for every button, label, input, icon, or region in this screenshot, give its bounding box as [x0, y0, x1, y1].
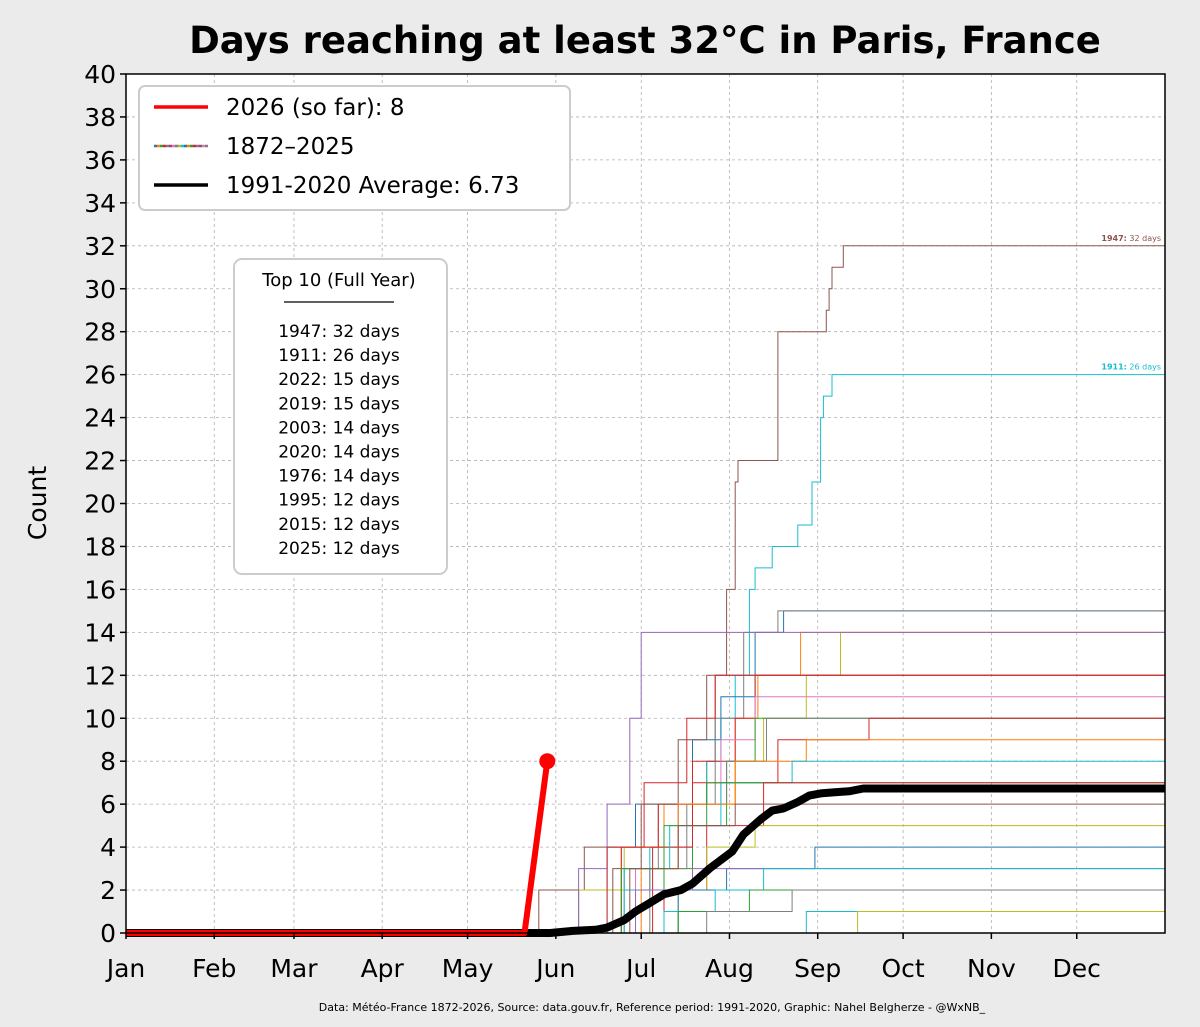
y-tick-label: 6 [100, 790, 116, 819]
top10-item: 1995: 12 days [278, 491, 400, 511]
legend-box [138, 85, 571, 211]
x-tick-label: Feb [192, 954, 236, 983]
x-tick-label: Mar [270, 954, 318, 983]
y-tick-label: 16 [84, 575, 116, 604]
x-tick-label: Oct [881, 954, 924, 983]
legend: 2026 (so far): 8 1872–2025 1991-2020 Ave… [138, 85, 571, 211]
x-tick-label: Apr [361, 954, 405, 983]
x-tick-label: Nov [967, 954, 1016, 983]
end-label-year: 1947: [1101, 234, 1126, 243]
top10-list: 1947: 32 days 1911: 26 days 2022: 15 days 2… [278, 322, 400, 559]
top10-title: Top 10 (Full Year) [261, 270, 415, 291]
top10-item: 2022: 15 days [278, 370, 400, 390]
end-label-year: 1911: [1101, 363, 1126, 372]
x-tick-label: Jul [624, 954, 656, 983]
average-line-group [126, 784, 1165, 937]
historical-series [126, 245, 1165, 934]
x-tick-label: May [442, 954, 494, 983]
x-tick-label: Jan [105, 954, 146, 983]
y-tick-label: 18 [84, 532, 116, 561]
x-tick-label: Jun [534, 954, 575, 983]
y-tick-label: 38 [84, 103, 116, 132]
y-tick-label: 40 [84, 60, 116, 89]
y-tick-label: 0 [100, 919, 116, 948]
top10-item: 2015: 12 days [278, 515, 400, 535]
y-tick-label: 2 [100, 876, 116, 905]
current-year-marker [539, 753, 556, 770]
top10-item: 2020: 14 days [278, 443, 400, 463]
footer-credit: Data: Météo-France 1872-2026, Source: da… [319, 1001, 986, 1014]
top10-item: 2025: 12 days [278, 539, 400, 559]
chart-title: Days reaching at least 32°C in Paris, Fr… [189, 19, 1101, 62]
top10-frame [233, 258, 448, 575]
end-label-value: 32 days [1127, 234, 1161, 243]
end-label-1911: 1911: 26 days [1101, 363, 1161, 372]
legend-label-historical: 1872–2025 [226, 134, 355, 160]
legend-label-average: 1991-2020 Average: 6.73 [226, 173, 519, 199]
y-tick-label: 4 [100, 833, 116, 862]
top10-item: 1976: 14 days [278, 467, 400, 487]
y-axis-label: Count [23, 466, 52, 540]
x-tick-label: Dec [1053, 954, 1101, 983]
x-tick-label: Aug [705, 954, 754, 983]
y-tick-label: 34 [84, 189, 116, 218]
top10-box: Top 10 (Full Year) 1947: 32 days 1911: 26… [233, 258, 448, 575]
y-tick-label: 24 [84, 404, 116, 433]
y-tick-label: 32 [84, 232, 116, 261]
y-tick-label: 20 [84, 490, 116, 519]
y-tick-label: 14 [84, 618, 116, 647]
top10-item: 1911: 26 days [278, 346, 400, 366]
y-tick-label: 22 [84, 447, 116, 476]
y-tick-label: 8 [100, 747, 116, 776]
y-tick-label: 10 [84, 704, 116, 733]
top10-item: 2003: 14 days [278, 418, 400, 438]
end-labels: 1947: 32 days 1911: 26 days [1101, 234, 1161, 372]
y-tick-label: 30 [84, 275, 116, 304]
average-line [126, 784, 1165, 937]
top10-item: 2019: 15 days [278, 394, 400, 414]
top10-item: 1947: 32 days [278, 322, 400, 342]
y-tick-label: 36 [84, 146, 116, 175]
x-tick-label: Sep [794, 954, 841, 983]
x-axis: Jan Feb Mar Apr May Jun Jul Aug Sep Oct Nov Dec [105, 933, 1101, 983]
y-tick-label: 12 [84, 661, 116, 690]
legend-label-current: 2026 (so far): 8 [226, 95, 405, 121]
end-label-1947: 1947: 32 days [1101, 234, 1161, 243]
y-tick-label: 26 [84, 361, 116, 390]
end-label-value: 26 days [1127, 363, 1161, 372]
y-tick-label: 28 [84, 318, 116, 347]
